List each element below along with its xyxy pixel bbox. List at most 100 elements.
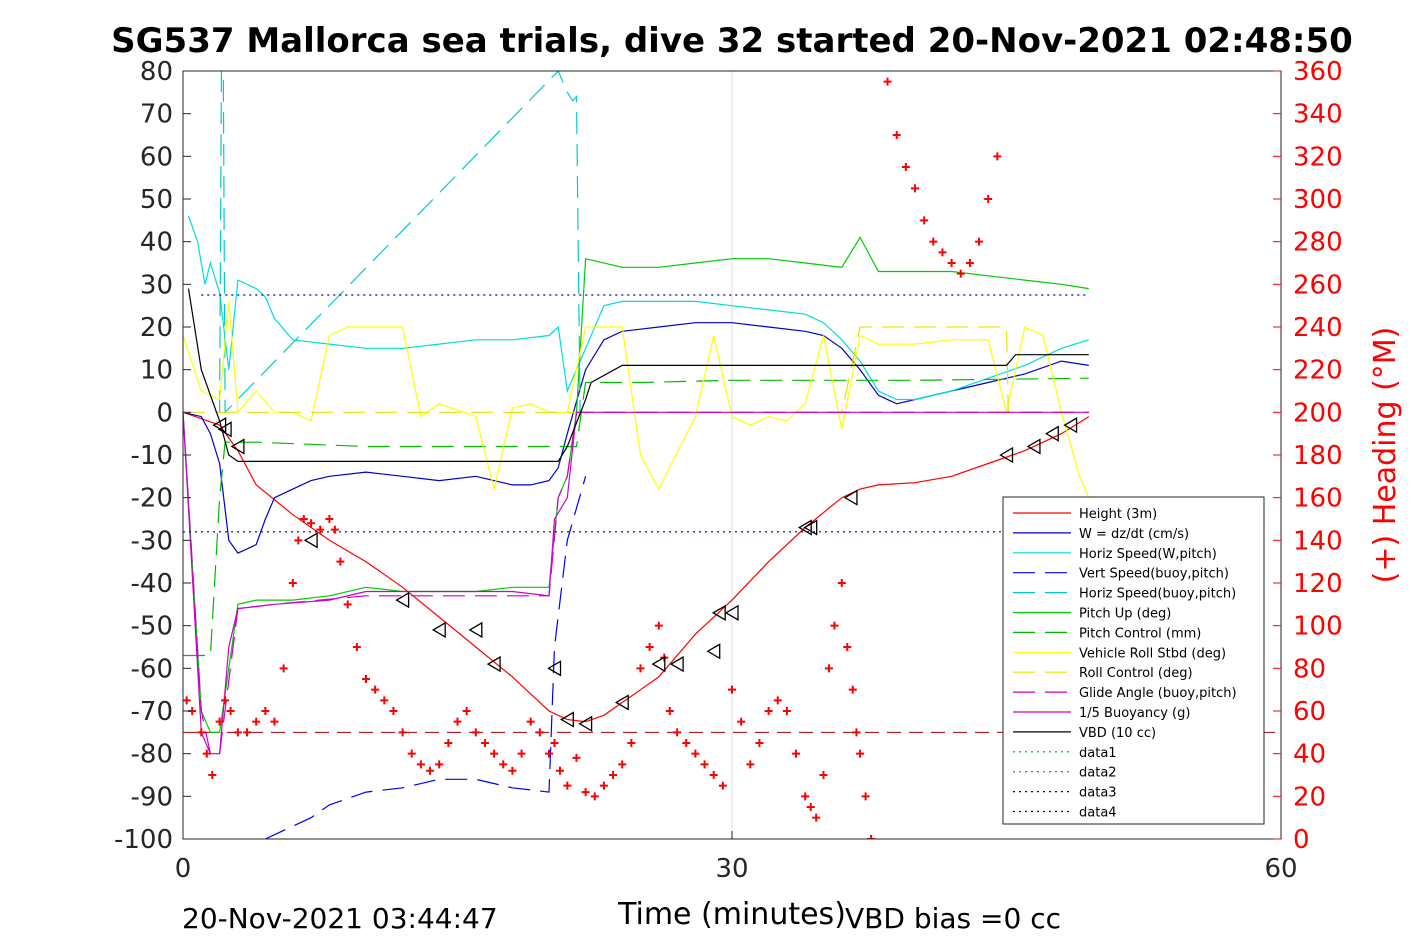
left-tick-label: -90 (131, 782, 173, 812)
triangle-marker (724, 604, 739, 621)
heading-point (221, 696, 230, 705)
heading-point (202, 749, 211, 758)
heading-point (852, 728, 861, 737)
heading-point (299, 515, 308, 523)
axes: 80706050403020100-10-20-30-40-50-60-70-8… (114, 57, 1343, 884)
triangle-marker (803, 519, 818, 536)
heading-point (843, 643, 852, 651)
legend-label-horiz: Horiz Speed(W,pitch) (1079, 547, 1217, 562)
heading-point (407, 749, 416, 758)
heading-point (435, 760, 444, 769)
series-horiz (187, 215, 1089, 401)
right-tick-label: 360 (1293, 57, 1343, 87)
heading-point (691, 749, 700, 758)
heading-point (545, 749, 553, 758)
heading-point (665, 707, 674, 715)
triangle-marker (1063, 417, 1078, 434)
left-tick-label: -80 (131, 740, 173, 770)
triangle-marker (843, 489, 858, 506)
legend-label-buoy: 1/5 Buoyancy (g) (1079, 706, 1190, 721)
heading-point (294, 536, 303, 545)
triangle-marker (614, 694, 629, 711)
left-tick-label: -50 (131, 612, 173, 642)
heading-point (316, 525, 325, 534)
triangle-marker (560, 711, 574, 728)
heading-point (362, 675, 370, 683)
legend-label-height: Height (3m) (1079, 507, 1157, 522)
x-tick-label: 30 (715, 854, 748, 884)
x-tick-label: 60 (1264, 854, 1297, 884)
left-tick-label: 60 (140, 142, 173, 172)
right-tick-label: 160 (1293, 484, 1343, 514)
heading-point (183, 696, 191, 705)
heading-point (270, 717, 279, 726)
chart-title: SG537 Mallorca sea trials, dive 32 start… (111, 21, 1353, 61)
heading-point (819, 771, 828, 779)
heading-point (901, 163, 910, 171)
heading-point (508, 766, 517, 775)
left-tick-label: -60 (131, 654, 173, 684)
heading-point (792, 749, 801, 758)
right-tick-label: 0 (1293, 825, 1310, 855)
heading-point (252, 717, 261, 726)
left-tick-label: -40 (131, 569, 173, 599)
heading-point (947, 259, 956, 267)
heading-point (700, 760, 709, 769)
heading-point (883, 77, 892, 86)
right-tick-label: 80 (1293, 654, 1326, 684)
legend-label-vert_buoy: Vert Speed(buoy,pitch) (1079, 567, 1229, 582)
heading-point (243, 728, 252, 737)
heading-point (892, 131, 901, 139)
right-tick-label: 100 (1293, 612, 1343, 642)
heading-point (975, 237, 984, 246)
heading-point (550, 739, 559, 747)
triangle-marker (578, 715, 593, 732)
heading-point (801, 792, 810, 801)
legend-label-data1: data1 (1079, 746, 1117, 761)
triangle-marker (303, 532, 318, 549)
heading-point (755, 739, 764, 747)
left-tick-label: -10 (131, 441, 173, 471)
heading-point (581, 788, 590, 797)
heading-point (682, 739, 691, 747)
heading-point (645, 643, 654, 651)
heading-point (627, 739, 636, 747)
right-tick-label: 300 (1293, 185, 1343, 215)
heading-point (993, 152, 1002, 161)
left-tick-label: 70 (140, 100, 173, 130)
heading-point (848, 685, 857, 694)
heading-point (416, 760, 425, 769)
triangle-marker (547, 660, 562, 677)
triangle-marker (431, 621, 446, 639)
heading-point (938, 248, 947, 257)
plot-area (183, 71, 1281, 839)
left-tick-label: 40 (140, 228, 173, 258)
heading-point (389, 707, 398, 715)
heading-point (856, 749, 865, 758)
legend-label-vbd: VBD (10 cc) (1079, 726, 1156, 741)
heading-point (453, 717, 462, 726)
triangle-marker (706, 643, 721, 660)
legend-label-data4: data4 (1079, 806, 1117, 821)
left-tick-label: -100 (114, 825, 173, 855)
heading-point (380, 696, 389, 705)
triangle-marker (468, 621, 483, 639)
left-tick-label: 50 (140, 185, 173, 215)
series-pitch (183, 236, 1089, 733)
heading-point (325, 515, 334, 523)
heading-point (984, 195, 993, 203)
heading-point (956, 269, 965, 278)
heading-point (517, 749, 526, 758)
heading-point (352, 643, 361, 651)
triangle-marker (395, 591, 410, 609)
heading-point (773, 696, 782, 705)
legend-label-pitch: Pitch Up (deg) (1079, 607, 1171, 622)
heading-point (462, 707, 471, 715)
heading-point (288, 579, 297, 587)
right-tick-label: 200 (1293, 398, 1343, 428)
heading-point (563, 781, 572, 790)
heading-point (709, 771, 718, 779)
heading-point (728, 685, 736, 694)
right-tick-label: 120 (1293, 569, 1343, 599)
heading-point (526, 717, 535, 726)
